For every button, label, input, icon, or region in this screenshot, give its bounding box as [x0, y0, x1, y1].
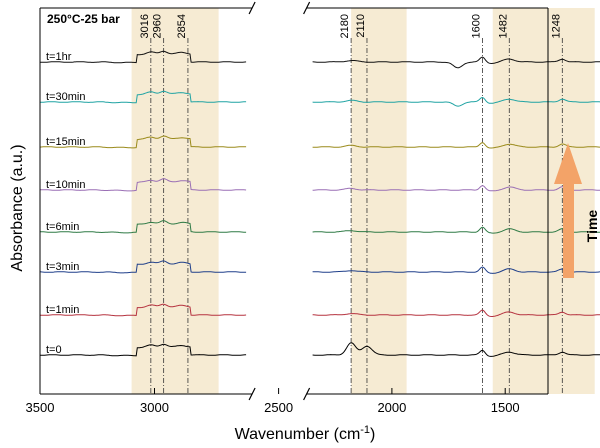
shaded-region	[492, 8, 595, 394]
x-tick-label: 3500	[26, 400, 55, 415]
series-line	[312, 266, 600, 274]
peak-label: 1600	[471, 14, 483, 38]
time-arrow	[554, 143, 582, 278]
chart-title: 250°C-25 bar	[47, 12, 120, 26]
time-arrow-shaft	[563, 182, 574, 278]
series-line	[39, 50, 247, 64]
series-line	[39, 178, 247, 192]
series-label: t=10min	[46, 179, 85, 191]
series-label: t=15min	[46, 136, 85, 148]
series-line	[312, 185, 600, 192]
series-line	[312, 226, 600, 234]
x-tick-label: 2500	[264, 400, 293, 415]
series-label: t=3min	[46, 261, 79, 273]
series-label: t=0	[46, 344, 62, 356]
time-arrow-head	[554, 143, 582, 184]
series-line	[312, 342, 600, 357]
x-axis-ticks: 350030002500200015001000	[26, 388, 520, 415]
peak-label: 1248	[550, 14, 562, 38]
series-label: t=6min	[46, 221, 79, 233]
series-label: t=30min	[46, 91, 85, 103]
spectra-series	[39, 50, 600, 357]
shaded-regions	[131, 8, 595, 394]
x-tick-label: 1500	[491, 400, 520, 415]
series-line	[312, 56, 600, 69]
series-line	[312, 96, 600, 107]
x-tick-label: 3000	[140, 400, 169, 415]
peak-label: 2110	[355, 14, 367, 38]
peak-label: 2180	[339, 14, 351, 38]
series-line	[40, 343, 247, 357]
series-label: t=1min	[46, 304, 79, 316]
axis-break-mark	[248, 1, 256, 15]
axis-break-mark	[248, 387, 256, 401]
peak-label: 2854	[176, 14, 188, 38]
series-line	[39, 260, 247, 274]
series-line	[40, 90, 247, 104]
axis-break-mark	[303, 1, 311, 15]
series-line	[312, 142, 600, 149]
plot-frame	[39, 1, 549, 401]
shaded-region	[351, 8, 407, 394]
axis-break-mark	[303, 387, 311, 401]
series-line	[40, 303, 247, 317]
peak-label: 2960	[152, 14, 164, 38]
x-tick-label: 2000	[377, 400, 406, 415]
series-line	[40, 220, 247, 234]
peak-label: 1482	[497, 14, 509, 38]
shaded-region	[131, 8, 219, 394]
series-labels: t=0 t=1min t=3min t=6min t=10min t=15min t=30m…	[46, 51, 85, 356]
series-line	[39, 135, 247, 149]
y-axis-label: Absorbance (a.u.)	[9, 144, 26, 271]
series-line	[312, 309, 600, 317]
peak-label: 3016	[139, 14, 151, 38]
peak-markers: 3016 2960 2854 2180 2110 1600 1482 1248	[139, 14, 563, 394]
time-label: Time	[584, 210, 600, 243]
series-label: t=1hr	[46, 51, 72, 63]
x-axis-label: Wavenumber (cm-1)	[235, 424, 376, 443]
